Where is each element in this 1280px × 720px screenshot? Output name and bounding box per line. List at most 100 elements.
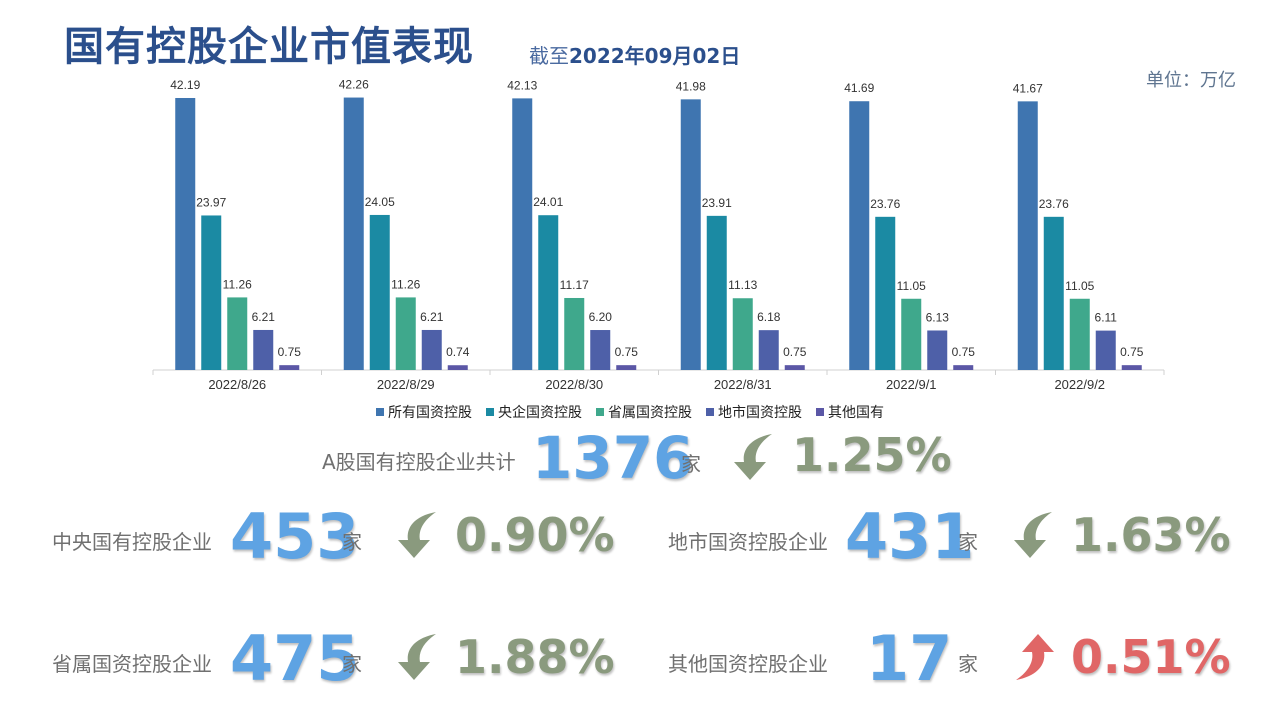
bar-value-label: 11.13	[728, 278, 757, 292]
bar	[901, 298, 922, 370]
bar-value-label: 23.76	[1039, 197, 1069, 211]
legend-label-provincial: 省属国资控股	[608, 405, 692, 421]
legend-label-all: 所有国资控股	[388, 405, 472, 421]
bar-value-label: 6.18	[757, 310, 781, 324]
bar-value-label: 24.05	[365, 195, 395, 209]
x-tick-label: 2022/8/26	[208, 377, 266, 392]
bar	[369, 214, 390, 370]
total-change-pct: 1.25%	[792, 428, 952, 482]
bar-chart: 42.19 23.97 11.26 6.21 0.75 2022/8/26 42.26 24.…	[152, 78, 1165, 392]
other-change-pct: 0.51%	[1071, 630, 1231, 684]
legend-label-municipal: 地市国资控股	[718, 405, 802, 421]
bar-value-label: 6.11	[1095, 311, 1118, 325]
other-unit: 家	[958, 652, 978, 676]
bar-value-label: 42.26	[339, 78, 369, 92]
as-of-date: 截至2022年09月02日	[529, 40, 740, 69]
municipal-unit: 家	[958, 530, 978, 554]
x-tick-label: 2022/8/31	[714, 377, 772, 392]
central-label: 中央国有控股企业	[52, 530, 212, 554]
legend-swatch-provincial	[596, 408, 604, 416]
bar-value-label: 0.74	[446, 345, 470, 359]
bar	[253, 329, 274, 370]
bar	[706, 215, 727, 370]
provincial-down-arrow-icon	[398, 634, 436, 680]
bar-value-label: 6.20	[589, 310, 613, 324]
bar	[512, 98, 533, 371]
legend-label-central: 央企国资控股	[498, 405, 582, 421]
bar-value-label: 11.05	[897, 279, 926, 293]
bar	[1121, 365, 1142, 370]
page-title: 国有控股企业市值表现	[64, 24, 474, 70]
bar	[616, 365, 637, 370]
bar	[590, 330, 611, 370]
bar	[175, 97, 196, 370]
other-up-arrow-icon	[1016, 634, 1054, 680]
legend-swatch-municipal	[706, 408, 714, 416]
bar-value-label: 0.75	[1120, 345, 1144, 359]
bar	[849, 101, 870, 371]
as-of-prefix: 截至	[529, 44, 569, 68]
bar-value-label: 42.13	[507, 78, 537, 92]
chart-legend: 所有国资控股 央企国资控股 省属国资控股 地市国资控股 其他国有	[376, 402, 884, 422]
bar	[279, 365, 300, 370]
other-label: 其他国资控股企业	[668, 652, 828, 676]
bar-value-label: 0.75	[615, 345, 639, 359]
municipal-count: 431	[845, 500, 975, 573]
bar-value-label: 42.19	[170, 78, 200, 92]
bar-value-label: 11.05	[1065, 279, 1094, 293]
bar	[564, 297, 585, 370]
bar	[343, 97, 364, 370]
legend-item-other: 其他国有	[816, 402, 884, 422]
legend-swatch-all	[376, 408, 384, 416]
bar-value-label: 11.17	[560, 278, 589, 292]
bar-value-label: 41.69	[844, 81, 874, 95]
bar-value-label: 24.01	[533, 195, 563, 209]
bar	[758, 330, 779, 370]
municipal-down-arrow-icon	[1014, 512, 1052, 558]
x-tick-label: 2022/9/1	[886, 377, 937, 392]
bar-value-label: 23.97	[196, 195, 226, 209]
x-tick-label: 2022/9/2	[1054, 377, 1105, 392]
total-label: A股国有控股企业共计	[322, 450, 516, 474]
central-unit: 家	[342, 530, 362, 554]
bar	[1069, 298, 1090, 370]
x-tick-label: 2022/8/30	[545, 377, 603, 392]
bar	[1095, 330, 1116, 370]
bar	[784, 365, 805, 370]
municipal-change-pct: 1.63%	[1071, 508, 1231, 562]
bar	[447, 365, 468, 370]
bar	[201, 215, 222, 370]
bar	[1017, 101, 1038, 370]
total-down-arrow-icon	[734, 434, 772, 480]
bar	[421, 329, 442, 370]
bar-value-label: 6.21	[420, 310, 444, 324]
bar	[538, 215, 559, 370]
central-count: 453	[230, 500, 360, 573]
bar	[395, 297, 416, 370]
total-unit: 家	[681, 452, 701, 476]
x-tick-label: 2022/8/29	[377, 377, 435, 392]
bar-value-label: 6.13	[926, 310, 950, 324]
provincial-label: 省属国资控股企业	[52, 652, 212, 676]
bar-value-label: 23.76	[870, 197, 900, 211]
legend-item-provincial: 省属国资控股	[596, 402, 692, 422]
legend-item-central: 央企国资控股	[486, 402, 582, 422]
bar	[953, 365, 974, 370]
bar-value-label: 0.75	[952, 345, 976, 359]
legend-label-other: 其他国有	[828, 405, 884, 421]
central-change-pct: 0.90%	[455, 508, 615, 562]
bar-value-label: 41.98	[676, 79, 706, 93]
bar-value-label: 0.75	[783, 345, 807, 359]
bar-value-label: 11.26	[391, 277, 420, 291]
provincial-count: 475	[230, 622, 360, 695]
bar	[927, 330, 948, 370]
unit-label: 单位：万亿	[1146, 70, 1236, 91]
bar	[227, 297, 248, 370]
total-count: 1376	[532, 424, 694, 492]
bar-value-label: 0.75	[278, 345, 302, 359]
central-down-arrow-icon	[398, 512, 436, 558]
bar	[1043, 216, 1064, 370]
bar	[732, 298, 753, 370]
as-of-date-value: 2022年09月02日	[569, 44, 741, 68]
legend-swatch-other	[816, 408, 824, 416]
